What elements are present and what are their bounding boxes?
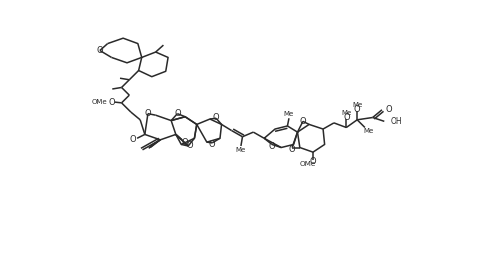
Text: Me: Me — [283, 112, 293, 117]
Text: O: O — [212, 113, 219, 122]
Text: OMe: OMe — [299, 162, 315, 167]
Text: O: O — [144, 109, 151, 118]
Text: Me: Me — [362, 128, 372, 134]
Text: Me: Me — [235, 147, 245, 153]
Text: O: O — [342, 113, 349, 122]
Text: O: O — [309, 157, 316, 166]
Text: O: O — [96, 46, 103, 55]
Text: OMe: OMe — [91, 99, 107, 105]
Text: O: O — [208, 140, 215, 149]
Text: O: O — [182, 138, 188, 147]
Text: Me: Me — [351, 102, 362, 108]
Text: O: O — [384, 105, 391, 114]
Text: O: O — [299, 117, 305, 126]
Text: O: O — [288, 145, 295, 154]
Text: O: O — [353, 105, 360, 114]
Text: Me: Me — [341, 110, 351, 116]
Text: O: O — [268, 142, 275, 151]
Text: O: O — [108, 98, 115, 107]
Text: O: O — [174, 109, 181, 118]
Text: O: O — [130, 135, 136, 144]
Text: O: O — [186, 141, 193, 150]
Text: OH: OH — [390, 117, 401, 126]
